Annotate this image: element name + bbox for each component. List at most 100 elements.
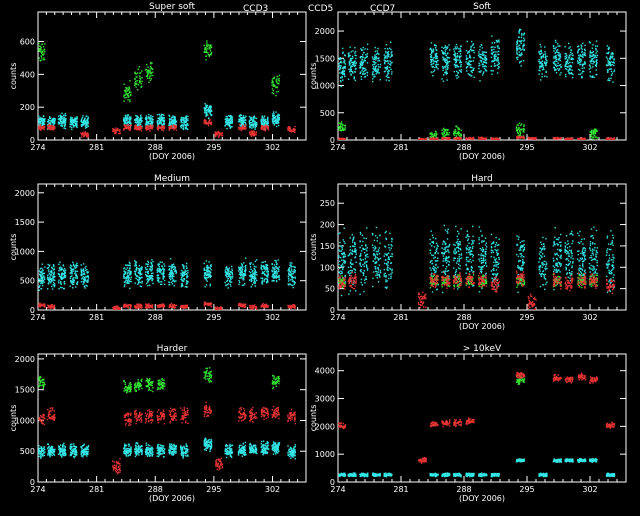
data-point xyxy=(523,131,524,132)
data-point xyxy=(567,62,568,63)
data-point xyxy=(362,49,363,50)
data-point xyxy=(64,277,65,278)
data-point xyxy=(87,120,88,121)
data-point xyxy=(553,48,554,49)
data-point xyxy=(147,278,148,279)
y-tick-label: 200 xyxy=(20,103,35,112)
data-point xyxy=(572,62,573,63)
data-point xyxy=(176,272,177,273)
x-tick-label: 288 xyxy=(148,313,163,322)
data-point xyxy=(63,115,64,116)
data-point xyxy=(44,273,45,274)
data-point xyxy=(77,271,78,272)
data-point xyxy=(390,61,391,62)
data-point xyxy=(184,124,185,125)
data-point xyxy=(75,286,76,287)
data-point xyxy=(76,116,77,117)
data-point xyxy=(461,130,462,131)
data-point xyxy=(48,282,49,283)
data-point xyxy=(470,64,471,65)
data-point xyxy=(493,70,494,71)
data-point xyxy=(85,123,86,124)
data-point xyxy=(553,62,554,63)
data-point xyxy=(466,70,467,71)
data-point xyxy=(341,77,342,78)
data-point xyxy=(140,129,141,130)
data-point xyxy=(207,46,208,47)
data-point xyxy=(529,137,530,138)
data-point xyxy=(42,264,43,265)
data-point xyxy=(577,51,578,52)
data-point xyxy=(593,55,594,56)
data-point xyxy=(517,43,518,44)
data-point xyxy=(521,33,522,34)
data-point xyxy=(272,118,273,119)
data-point xyxy=(77,121,78,122)
data-point xyxy=(64,272,65,273)
data-point xyxy=(186,126,187,127)
data-point xyxy=(40,274,41,275)
data-point xyxy=(85,132,86,133)
data-point xyxy=(245,125,246,126)
data-point xyxy=(126,127,127,128)
data-point xyxy=(52,118,53,119)
data-point xyxy=(558,59,559,60)
data-point xyxy=(608,65,609,66)
data-point xyxy=(81,134,82,135)
data-point xyxy=(589,52,590,53)
data-point xyxy=(473,52,474,53)
data-point xyxy=(556,50,557,51)
data-point xyxy=(375,59,376,60)
data-point xyxy=(480,70,481,71)
data-point xyxy=(570,49,571,50)
data-point xyxy=(209,47,210,48)
data-point xyxy=(465,61,466,62)
data-point xyxy=(149,116,150,117)
data-point xyxy=(206,122,207,123)
data-point xyxy=(589,57,590,58)
data-point xyxy=(459,56,460,57)
data-point xyxy=(168,115,169,116)
data-point xyxy=(152,283,153,284)
data-point xyxy=(206,42,207,43)
data-point xyxy=(81,272,82,273)
data-point xyxy=(339,72,340,73)
data-point xyxy=(436,45,437,46)
data-point xyxy=(54,286,55,287)
data-point xyxy=(124,123,125,124)
data-point xyxy=(498,67,499,68)
data-point xyxy=(279,80,280,81)
data-point xyxy=(479,54,480,55)
data-point xyxy=(485,60,486,61)
data-point xyxy=(555,41,556,42)
data-point xyxy=(446,59,447,60)
data-point xyxy=(173,269,174,270)
data-point xyxy=(592,52,593,53)
data-point xyxy=(456,71,457,72)
data-point xyxy=(458,48,459,49)
data-point xyxy=(390,64,391,65)
data-point xyxy=(149,275,150,276)
data-point xyxy=(76,274,77,275)
data-point xyxy=(87,136,88,137)
data-point xyxy=(264,130,265,131)
data-point xyxy=(460,55,461,56)
data-point xyxy=(206,44,207,45)
data-point xyxy=(521,65,522,66)
data-point xyxy=(498,62,499,63)
data-point xyxy=(446,134,447,135)
data-point xyxy=(431,52,432,53)
data-point xyxy=(431,42,432,43)
data-point xyxy=(162,278,163,279)
data-point xyxy=(157,127,158,128)
data-point xyxy=(129,130,130,131)
data-point xyxy=(124,274,125,275)
data-point xyxy=(565,74,566,75)
data-point xyxy=(157,122,158,123)
data-point xyxy=(139,66,140,67)
data-point xyxy=(437,68,438,69)
data-point xyxy=(242,118,243,119)
data-point xyxy=(274,115,275,116)
data-point xyxy=(466,55,467,56)
